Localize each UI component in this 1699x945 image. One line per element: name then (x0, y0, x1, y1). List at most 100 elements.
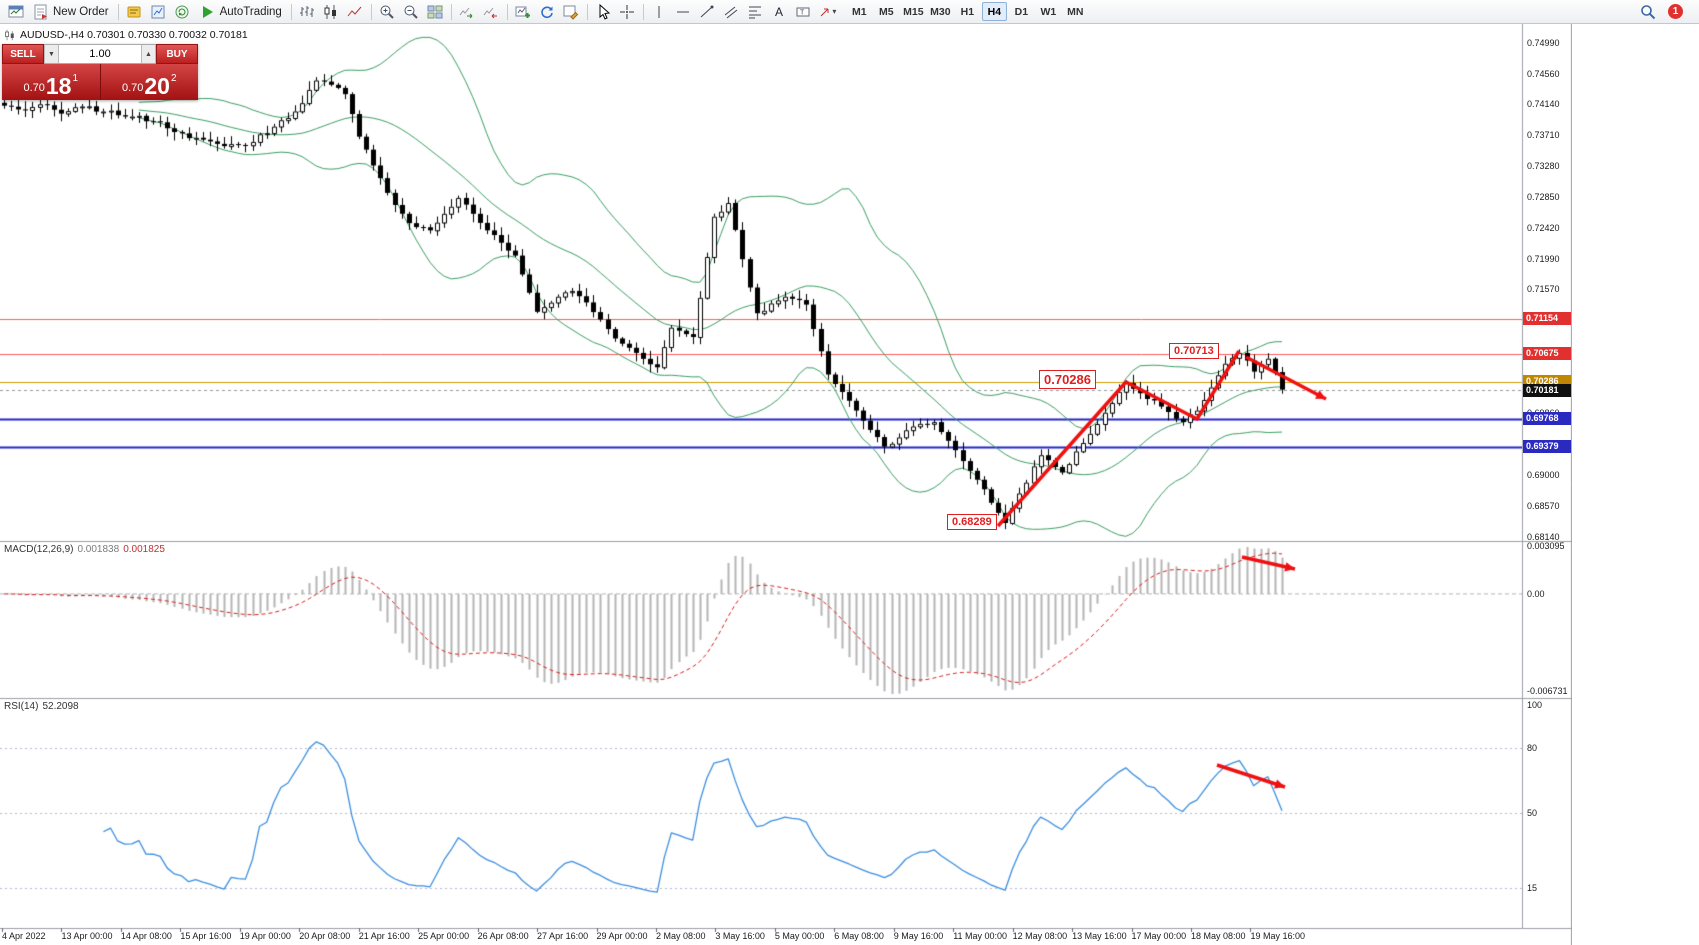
timeframe-h4[interactable]: H4 (981, 2, 1007, 21)
sell-price-display[interactable]: 0.70 18 1 (2, 64, 101, 100)
text-icon: A (771, 4, 787, 20)
swing-low-label[interactable]: 0.68289 (947, 514, 997, 530)
buy-price-display[interactable]: 0.70 20 2 (100, 64, 198, 100)
price-chart[interactable] (0, 24, 1572, 945)
toolbar-separator (450, 3, 452, 20)
search-button[interactable] (1636, 1, 1659, 22)
templates-button[interactable] (560, 1, 583, 22)
symbol-chart-icon (4, 29, 16, 41)
templates-icon (563, 4, 579, 20)
volume-input[interactable] (59, 45, 141, 63)
timeframe-m30[interactable]: M30 (928, 2, 953, 21)
toolbar-separator (290, 3, 292, 20)
auto-scroll-icon (459, 4, 475, 20)
timeframe-m5[interactable]: M5 (874, 2, 899, 21)
refresh-icon (539, 4, 555, 20)
strategy-tester-button[interactable] (147, 1, 170, 22)
timeframe-d1[interactable]: D1 (1009, 2, 1034, 21)
svg-text:T: T (800, 9, 805, 16)
refresh-button[interactable] (536, 1, 559, 22)
timeframe-m15[interactable]: M15 (901, 2, 926, 21)
autotrading-play-icon (200, 4, 216, 20)
arrows-button[interactable]: ▾ (816, 1, 839, 22)
notification-badge[interactable]: 1 (1668, 4, 1683, 19)
rsi-name: RSI(14) (4, 701, 39, 712)
rsi-value: 52.2098 (42, 701, 79, 712)
svg-text:A: A (775, 5, 783, 19)
fibonacci-icon (747, 4, 763, 20)
horizontal-line-button[interactable] (672, 1, 695, 22)
candlestick-chart-button[interactable] (320, 1, 343, 22)
buy-price-sup: 2 (170, 73, 177, 84)
autotrading-button[interactable]: AutoTrading (195, 1, 287, 22)
channel-button[interactable] (720, 1, 743, 22)
sell-price-sup: 1 (72, 73, 79, 84)
label-button[interactable]: T (792, 1, 815, 22)
volume-decrease-button[interactable]: ▼ (44, 45, 59, 63)
zoom-in-button[interactable] (376, 1, 399, 22)
options-icon (174, 4, 190, 20)
buy-button[interactable]: BUY (156, 44, 198, 64)
toolbar-separator (586, 3, 588, 20)
bar-chart-icon (299, 4, 315, 20)
zoom-out-icon (403, 4, 419, 20)
chart-window-icon (8, 4, 24, 20)
vertical-line-button[interactable] (648, 1, 671, 22)
metaeditor-button[interactable] (123, 1, 146, 22)
line-chart-icon (347, 4, 363, 20)
timeframe-h1[interactable]: H1 (955, 2, 980, 21)
symbol-info: AUDUSD-,H4 0.70301 0.70330 0.70032 0.701… (4, 29, 248, 41)
new-chart-button[interactable] (512, 1, 535, 22)
cursor-button[interactable] (592, 1, 615, 22)
volume-increase-button[interactable]: ▲ (141, 45, 156, 63)
toolbar-separator (370, 3, 372, 20)
horizontal-line-icon (675, 4, 691, 20)
sell-price-big: 18 (45, 73, 72, 99)
candlestick-chart-icon (323, 4, 339, 20)
timeframe-m1[interactable]: M1 (847, 2, 872, 21)
timeframe-mn[interactable]: MN (1063, 2, 1088, 21)
new-order-label: New Order (53, 5, 109, 18)
new-order-button[interactable]: New Order (28, 1, 114, 22)
vertical-line-icon (651, 4, 667, 20)
sell-price-prefix: 0.70 (23, 82, 45, 94)
cursor-icon (595, 3, 611, 20)
macd-value-signal: 0.001825 (123, 544, 165, 555)
swing-mid-label[interactable]: 0.70286 (1039, 370, 1096, 389)
timeframe-toolbar: M1 M5 M15 M30 H1 H4 D1 W1 MN (846, 2, 1089, 21)
text-button[interactable]: A (768, 1, 791, 22)
buy-price-prefix: 0.70 (121, 82, 144, 94)
chevron-down-icon: ▾ (832, 7, 837, 16)
trendline-icon (699, 4, 715, 20)
arrows-icon (818, 4, 834, 20)
sell-button[interactable]: SELL (2, 44, 44, 64)
new-order-icon (33, 4, 49, 20)
macd-name: MACD(12,26,9) (4, 544, 74, 555)
volume-control: ▼ ▲ (44, 44, 156, 64)
channel-icon (723, 4, 739, 20)
options-button[interactable] (171, 1, 194, 22)
main-toolbar: New Order AutoTrading (0, 0, 1699, 24)
one-click-top-row: SELL ▼ ▲ BUY (2, 44, 198, 64)
toolbar-separator (506, 3, 508, 20)
bar-chart-button[interactable] (296, 1, 319, 22)
symbol-ohlc-text: AUDUSD-,H4 0.70301 0.70330 0.70032 0.701… (20, 29, 248, 41)
macd-value-main: 0.001838 (77, 544, 120, 555)
chart-shift-button[interactable] (480, 1, 503, 22)
one-click-prices: 0.70 18 1 0.70 20 2 (2, 64, 198, 100)
tile-windows-button[interactable] (424, 1, 447, 22)
label-icon: T (795, 4, 811, 20)
line-chart-button[interactable] (344, 1, 367, 22)
strategy-tester-icon (150, 4, 166, 20)
auto-scroll-button[interactable] (456, 1, 479, 22)
fibonacci-button[interactable] (744, 1, 767, 22)
timeframe-w1[interactable]: W1 (1036, 2, 1061, 21)
chart-window-button[interactable] (4, 1, 27, 22)
crosshair-button[interactable] (616, 1, 639, 22)
swing-high-label[interactable]: 0.70713 (1169, 343, 1219, 359)
new-chart-icon (515, 4, 531, 20)
trendline-button[interactable] (696, 1, 719, 22)
zoom-out-button[interactable] (400, 1, 423, 22)
tile-windows-icon (427, 4, 443, 20)
toolbar-separator (117, 3, 119, 20)
